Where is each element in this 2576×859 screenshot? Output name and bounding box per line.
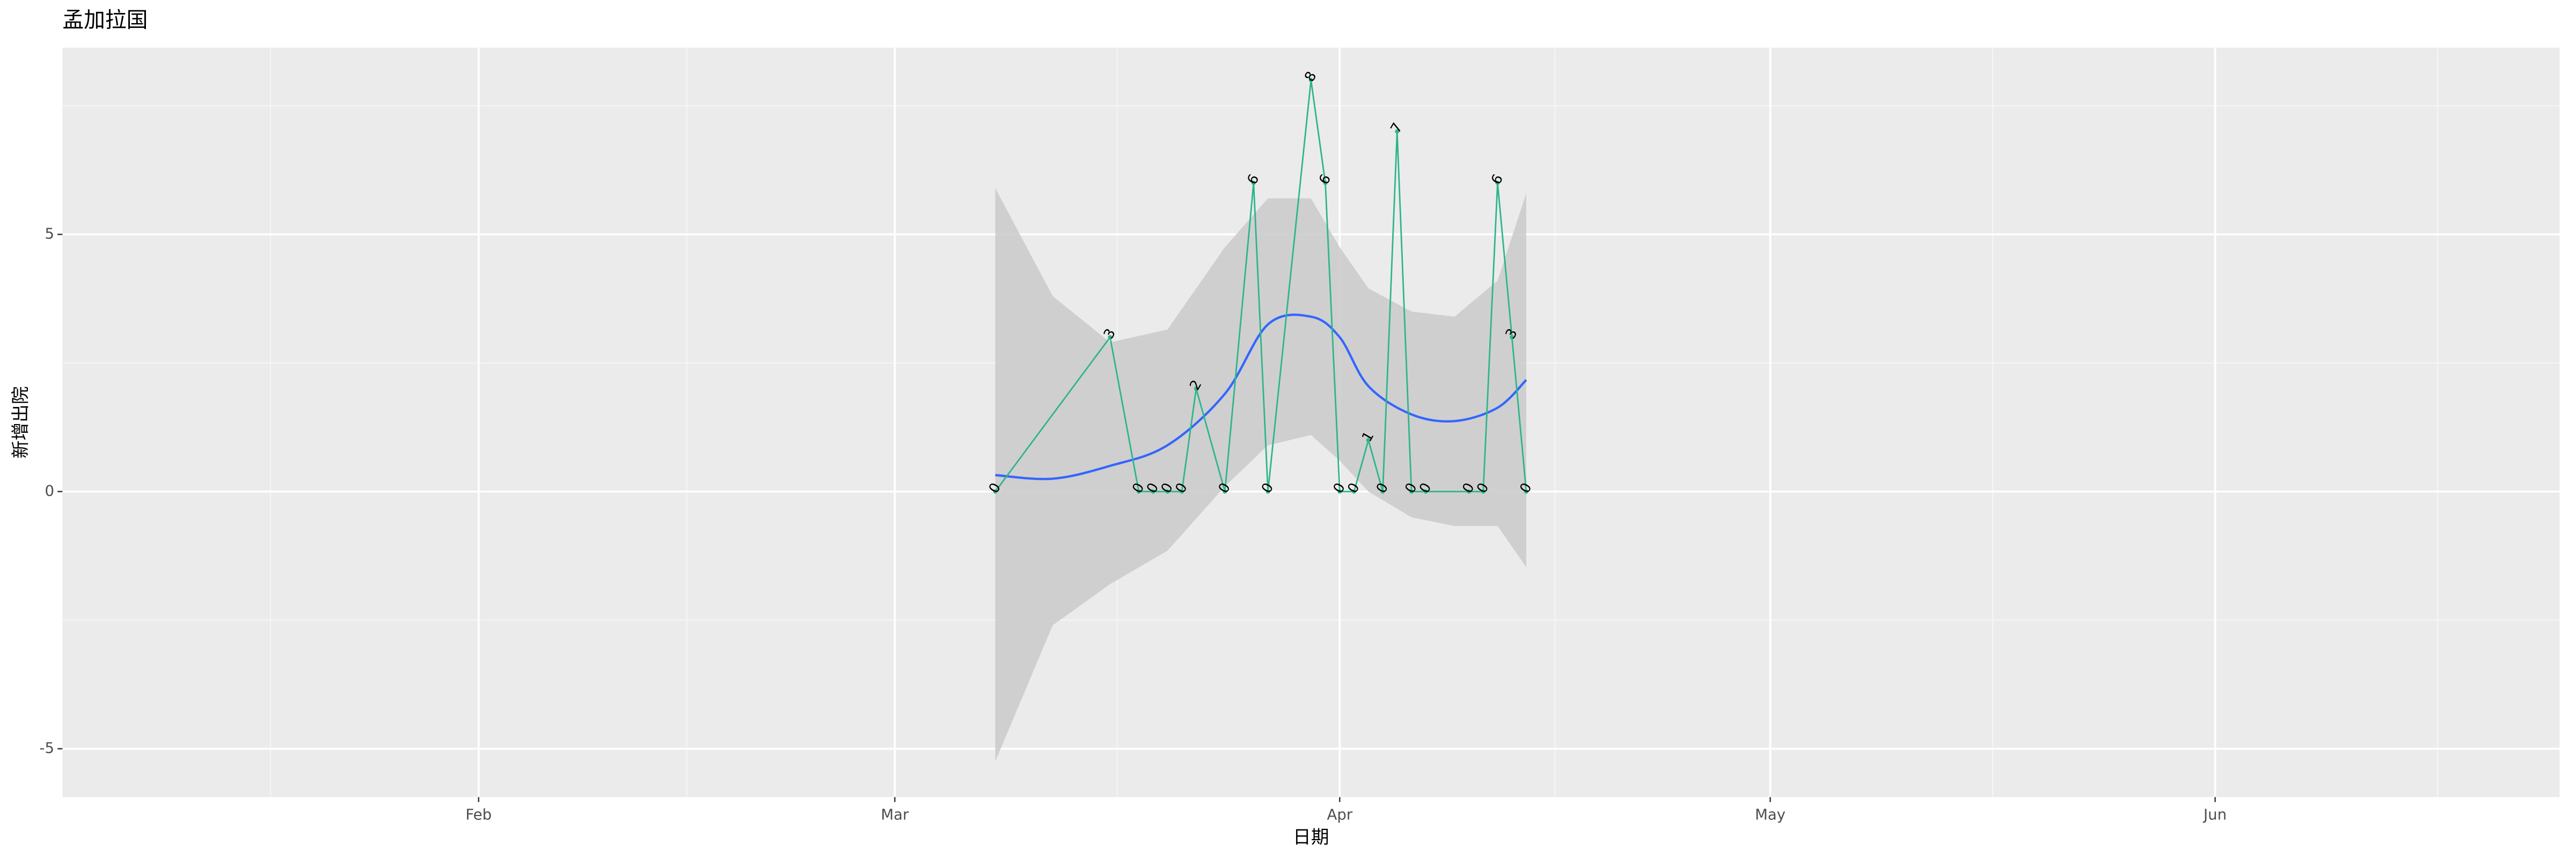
y-tick-label: 0 — [45, 483, 55, 500]
x-axis-title: 日期 — [1293, 827, 1329, 848]
data-point — [1180, 489, 1184, 494]
data-point — [1223, 489, 1227, 494]
y-tick-label: 5 — [45, 225, 55, 243]
data-point — [1265, 489, 1270, 494]
data-point — [1136, 489, 1141, 494]
data-point — [1194, 386, 1198, 391]
data-point — [1495, 180, 1500, 185]
x-tick-label: Feb — [465, 806, 492, 823]
grid — [62, 47, 2560, 797]
x-tick-label: Apr — [1327, 806, 1353, 823]
data-point — [1423, 489, 1428, 494]
data-point — [1366, 438, 1371, 442]
chart-title: 孟加拉国 — [62, 8, 148, 32]
data-point — [1308, 78, 1313, 83]
data-point — [1165, 489, 1170, 494]
data-point — [1409, 489, 1414, 494]
data-point — [1524, 489, 1528, 494]
data-point — [1323, 180, 1328, 185]
data-point — [1481, 489, 1485, 494]
y-axis-title: 新增出院 — [10, 386, 31, 458]
data-point — [1151, 489, 1155, 494]
data-point — [1251, 180, 1256, 185]
x-tick-label: Mar — [881, 806, 909, 823]
data-point — [1337, 489, 1342, 494]
confidence-ribbon — [995, 188, 1526, 762]
data-point — [1380, 489, 1385, 494]
x-tick-label: Jun — [2202, 806, 2227, 823]
x-tick-label: May — [1755, 806, 1785, 823]
data-point — [1108, 335, 1113, 340]
data-point — [1510, 335, 1514, 340]
data-line — [994, 79, 1527, 492]
data-point — [1352, 489, 1357, 494]
data-point — [1467, 489, 1471, 494]
data-point — [1395, 129, 1400, 134]
smooth-line — [995, 314, 1527, 481]
y-tick-label: -5 — [40, 740, 54, 757]
data-point — [993, 489, 998, 494]
